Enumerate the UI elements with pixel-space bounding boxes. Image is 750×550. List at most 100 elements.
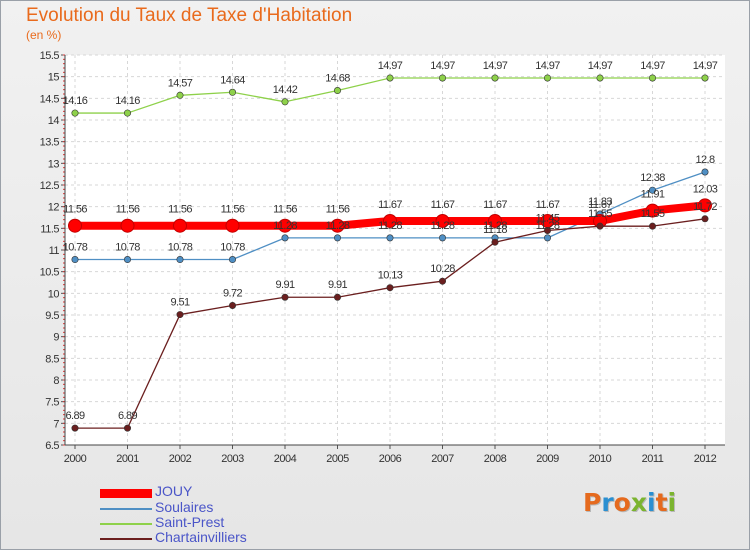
data-label-jouy: 11.67 — [431, 199, 455, 211]
data-label-jouy: 11.67 — [588, 199, 612, 211]
y-tick-label: 7 — [53, 418, 59, 430]
logo-letter: i — [647, 488, 656, 517]
y-tick-label: 9.5 — [45, 310, 59, 322]
data-label-soulaires: 10.78 — [168, 242, 193, 254]
data-label-chartainvilliers: 9.91 — [275, 279, 294, 291]
y-tick-label: 12.5 — [40, 180, 60, 192]
logo-letter: P — [583, 488, 602, 517]
data-point-jouy — [173, 218, 187, 233]
proxiti-logo: Proxiti — [583, 488, 676, 517]
data-label-saint-prest: 14.97 — [535, 60, 560, 72]
data-label-jouy: 12.03 — [693, 183, 718, 195]
data-point-saint-prest — [596, 74, 604, 82]
data-label-saint-prest: 14.97 — [588, 60, 613, 72]
data-label-jouy: 11.56 — [63, 204, 87, 216]
data-label-chartainvilliers: 10.28 — [430, 263, 455, 275]
x-tick-label: 2003 — [221, 453, 244, 465]
y-tick-label: 12 — [48, 202, 60, 214]
legend-label-jouy: JOUY — [155, 483, 193, 499]
data-label-jouy: 11.56 — [221, 204, 245, 216]
x-tick-label: 2011 — [642, 453, 664, 465]
data-point-jouy — [120, 218, 135, 233]
data-label-saint-prest: 14.97 — [693, 60, 718, 72]
data-label-soulaires: 11.28 — [273, 220, 297, 232]
data-label-saint-prest: 14.97 — [640, 60, 665, 72]
data-point-jouy — [645, 203, 660, 218]
legend-swatch-jouy — [100, 489, 152, 498]
data-point-chartainvilliers — [386, 284, 394, 292]
data-point-saint-prest — [71, 109, 79, 117]
data-point-soulaires — [176, 256, 184, 264]
data-point-chartainvilliers — [701, 215, 709, 223]
y-tick-label: 8.5 — [45, 353, 59, 365]
data-label-soulaires: 11.28 — [378, 220, 402, 232]
data-label-chartainvilliers: 11.55 — [641, 208, 665, 220]
data-point-soulaires — [124, 256, 132, 264]
data-label-soulaires: 12.8 — [695, 154, 714, 166]
data-label-jouy: 11.56 — [168, 204, 192, 216]
legend-swatch-chartainvilliers — [100, 538, 152, 540]
data-label-jouy: 11.91 — [641, 189, 665, 201]
legend-label-chartainvilliers: Chartainvilliers — [155, 529, 247, 545]
y-tick-label: 13.5 — [40, 137, 60, 149]
y-tick-label: 8 — [53, 375, 59, 387]
data-label-soulaires: 10.78 — [63, 242, 88, 254]
data-point-chartainvilliers — [176, 311, 184, 319]
data-label-soulaires: 10.78 — [220, 242, 245, 254]
data-label-jouy: 11.67 — [483, 199, 507, 211]
data-label-saint-prest: 14.97 — [430, 60, 455, 72]
logo-letter: i — [667, 488, 677, 517]
data-label-soulaires: 11.28 — [431, 220, 455, 232]
y-tick-label: 6.5 — [45, 440, 59, 452]
data-label-chartainvilliers: 11.72 — [693, 201, 717, 213]
data-point-jouy — [225, 218, 240, 233]
x-tick-label: 2006 — [379, 453, 402, 465]
data-point-jouy — [68, 218, 82, 233]
data-point-soulaires — [229, 256, 237, 264]
x-tick-label: 2007 — [431, 453, 454, 465]
data-label-soulaires: 10.78 — [115, 242, 140, 254]
data-label-soulaires: 11.28 — [483, 220, 507, 232]
logo-letter: o — [613, 488, 631, 517]
legend-swatch-soulaires — [100, 508, 152, 510]
y-tick-label: 11 — [49, 245, 60, 257]
data-point-chartainvilliers — [438, 277, 446, 285]
data-point-soulaires — [438, 234, 446, 242]
legend-label-soulaires: Soulaires — [155, 499, 214, 515]
data-label-chartainvilliers: 11.45 — [536, 213, 560, 225]
data-label-chartainvilliers: 11.18 — [483, 224, 507, 236]
data-point-saint-prest — [386, 74, 394, 82]
y-tick-label: 10.5 — [40, 267, 60, 279]
data-point-jouy — [488, 213, 502, 228]
data-label-saint-prest: 14.97 — [378, 60, 403, 72]
data-point-soulaires — [701, 168, 709, 176]
data-label-jouy: 11.56 — [273, 204, 297, 216]
x-tick-label: 2000 — [64, 453, 87, 465]
chart-title: Evolution du Taux de Taxe d'Habitation — [26, 5, 353, 26]
data-point-saint-prest — [701, 74, 709, 82]
x-tick-label: 2005 — [326, 453, 349, 465]
x-tick-label: 2008 — [484, 453, 507, 465]
y-tick-label: 14.5 — [40, 93, 60, 105]
legend-swatch-saint-prest — [100, 523, 152, 525]
data-point-saint-prest — [491, 74, 499, 82]
data-point-saint-prest — [648, 74, 656, 82]
data-point-jouy — [383, 213, 397, 228]
logo-letter: x — [630, 488, 647, 517]
data-point-saint-prest — [281, 98, 289, 106]
data-label-chartainvilliers: 6.89 — [118, 410, 137, 422]
y-tick-label: 15 — [48, 72, 60, 84]
data-label-chartainvilliers: 9.91 — [328, 279, 347, 291]
data-point-chartainvilliers — [543, 227, 551, 235]
x-tick-label: 2001 — [116, 453, 139, 465]
data-point-chartainvilliers — [596, 222, 604, 230]
data-label-chartainvilliers: 6.89 — [65, 410, 84, 422]
x-tick-label: 2002 — [169, 453, 192, 465]
data-label-saint-prest: 14.57 — [168, 77, 193, 89]
y-tick-label: 14 — [48, 115, 60, 127]
data-point-soulaires — [386, 234, 394, 242]
data-label-jouy: 11.67 — [536, 199, 560, 211]
data-point-saint-prest — [229, 88, 237, 96]
y-tick-label: 9 — [53, 332, 59, 344]
data-label-jouy: 11.67 — [378, 199, 402, 211]
